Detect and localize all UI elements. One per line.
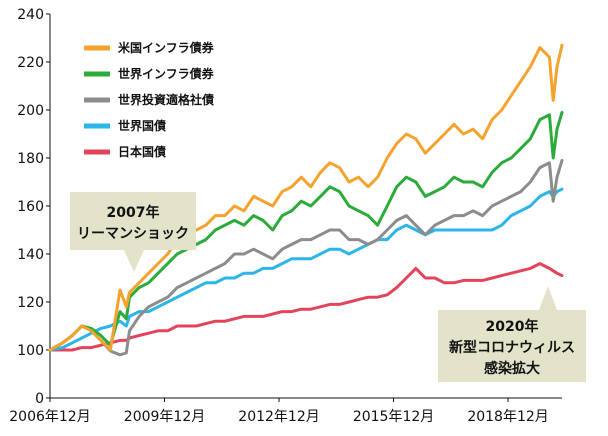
annotation-covid-pointer [539, 286, 557, 310]
annotation-lehman-line-2: リーマンショック [77, 226, 189, 242]
x-tick-label: 2015年12月 [353, 409, 434, 425]
annotation-covid-line-3: 感染拡大 [484, 360, 540, 377]
x-tick-label: 2009年12月 [124, 409, 205, 425]
y-tick-label: 100 [17, 343, 44, 359]
series-line-3 [48, 187, 564, 352]
legend-label-4: 日本国債 [118, 144, 166, 159]
annotation-lehman-pointer [124, 250, 144, 272]
y-tick-label: 140 [17, 247, 44, 263]
annotation-covid: 2020年 新型コロナウィルス 感染拡大 [438, 286, 586, 382]
legend-label-0: 米国インフラ債券 [118, 40, 215, 55]
x-tick-label: 2018年12月 [467, 409, 548, 425]
y-tick-label: 200 [17, 103, 44, 119]
annotation-covid-line-2: 新型コロナウィルス [449, 339, 575, 356]
series-line-2 [48, 158, 564, 357]
series-line-0 [48, 43, 564, 352]
y-tick-label: 160 [17, 199, 44, 215]
x-tick-label: 2012年12月 [238, 409, 319, 425]
legend-label-2: 世界投資適格社債 [118, 92, 214, 107]
series-line-1 [48, 110, 564, 352]
annotation-lehman: 2007年 リーマンショック [70, 192, 196, 272]
series-group [48, 43, 564, 357]
y-tick-label: 220 [17, 55, 44, 71]
y-tick-group: 0 100 120 140 160 180 200 220 240 [17, 7, 50, 407]
annotation-lehman-box [70, 192, 196, 250]
y-tick-label: 120 [17, 295, 44, 311]
x-tick-group: 2006年12月 2009年12月 2012年12月 2015年12月 2018年12月 [9, 398, 549, 425]
annotation-covid-line-1: 2020年 [486, 318, 539, 335]
y-tick-label: 240 [17, 7, 44, 23]
legend-label-3: 世界国債 [118, 118, 166, 133]
legend-label-1: 世界インフラ債券 [118, 66, 215, 81]
x-tick-label: 2006年12月 [9, 409, 90, 425]
annotation-lehman-line-1: 2007年 [107, 204, 160, 221]
series-line-4 [48, 262, 564, 352]
y-tick-label: 180 [17, 151, 44, 167]
annotation-covid-box [438, 310, 586, 382]
y-tick-label: 0 [35, 391, 44, 407]
